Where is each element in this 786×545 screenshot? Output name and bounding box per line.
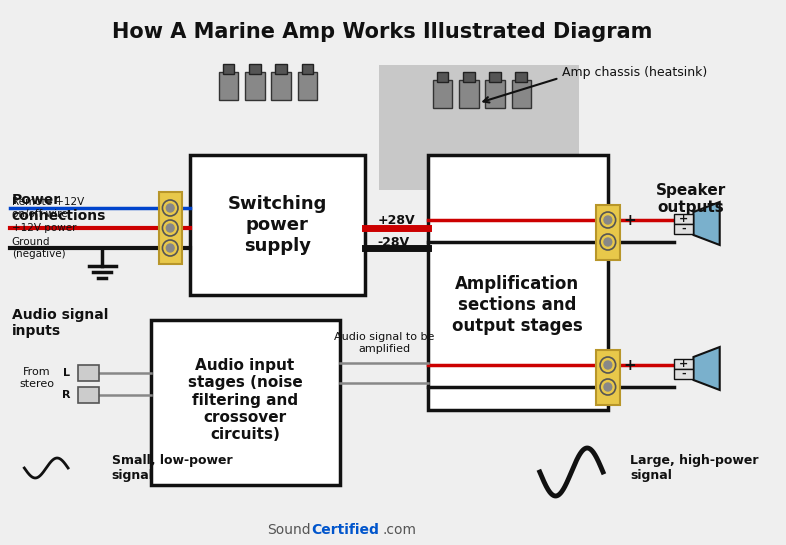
FancyBboxPatch shape [219,72,238,100]
Text: R: R [61,390,70,400]
FancyBboxPatch shape [159,192,182,264]
Text: Large, high-power
signal: Large, high-power signal [630,454,758,482]
Text: From
stereo: From stereo [20,367,54,389]
Text: Audio signal to be
amplified: Audio signal to be amplified [334,332,435,354]
Text: +28V: +28V [377,214,415,227]
Circle shape [604,216,612,224]
Text: -: - [623,379,630,395]
Circle shape [604,361,612,369]
Circle shape [167,244,174,252]
Text: How A Marine Amp Works Illustrated Diagram: How A Marine Amp Works Illustrated Diagr… [112,22,652,42]
Polygon shape [693,347,720,390]
Text: .com: .com [382,523,417,537]
FancyBboxPatch shape [674,369,693,379]
FancyBboxPatch shape [597,350,619,405]
Text: +12V power: +12V power [12,223,76,233]
FancyBboxPatch shape [249,64,261,74]
Text: Amp chassis (heatsink): Amp chassis (heatsink) [562,65,707,78]
FancyBboxPatch shape [271,72,291,100]
Circle shape [167,224,174,232]
Circle shape [600,379,615,395]
FancyBboxPatch shape [597,205,619,260]
FancyBboxPatch shape [459,80,479,108]
FancyBboxPatch shape [151,320,340,485]
FancyBboxPatch shape [512,80,531,108]
Circle shape [604,238,612,246]
FancyBboxPatch shape [674,224,693,234]
Text: +: + [679,359,689,369]
Text: Ground
(negative): Ground (negative) [12,237,65,259]
FancyBboxPatch shape [489,72,501,82]
FancyBboxPatch shape [78,365,99,381]
Text: Switching
power
supply: Switching power supply [227,195,327,255]
Text: Small, low-power
signal: Small, low-power signal [112,454,233,482]
Text: Audio input
stages (noise
filtering and
crossover
circuits): Audio input stages (noise filtering and … [188,358,303,443]
Circle shape [167,204,174,212]
Text: -: - [623,234,630,250]
Circle shape [604,383,612,391]
Text: Speaker
outputs: Speaker outputs [656,183,725,215]
Circle shape [600,234,615,250]
FancyBboxPatch shape [437,72,448,82]
FancyBboxPatch shape [674,359,693,369]
FancyBboxPatch shape [222,64,234,74]
Text: +: + [679,214,689,224]
Text: Certified: Certified [311,523,379,537]
Text: Sound: Sound [267,523,311,537]
Text: L: L [63,368,70,378]
FancyBboxPatch shape [516,72,527,82]
Text: -: - [681,369,686,379]
FancyBboxPatch shape [78,387,99,403]
Text: +: + [623,358,636,372]
FancyBboxPatch shape [245,72,265,100]
Circle shape [163,200,178,216]
Circle shape [600,357,615,373]
FancyBboxPatch shape [463,72,475,82]
Circle shape [163,220,178,236]
Circle shape [163,240,178,256]
FancyBboxPatch shape [485,80,505,108]
Text: Remote +12V
on/off wire: Remote +12V on/off wire [12,197,84,219]
Text: -: - [681,224,686,234]
Text: Power
connections: Power connections [12,193,106,223]
Polygon shape [693,202,720,245]
FancyBboxPatch shape [428,155,608,410]
FancyBboxPatch shape [302,64,313,74]
FancyBboxPatch shape [298,72,317,100]
FancyBboxPatch shape [433,80,452,108]
FancyBboxPatch shape [275,64,287,74]
FancyBboxPatch shape [189,155,365,295]
Text: +: + [623,213,636,227]
Text: -28V: -28V [377,235,410,249]
Text: Audio signal
inputs: Audio signal inputs [12,308,108,338]
Text: Amplification
sections and
output stages: Amplification sections and output stages [452,275,582,335]
FancyBboxPatch shape [380,65,578,190]
Circle shape [600,212,615,228]
FancyBboxPatch shape [674,214,693,224]
